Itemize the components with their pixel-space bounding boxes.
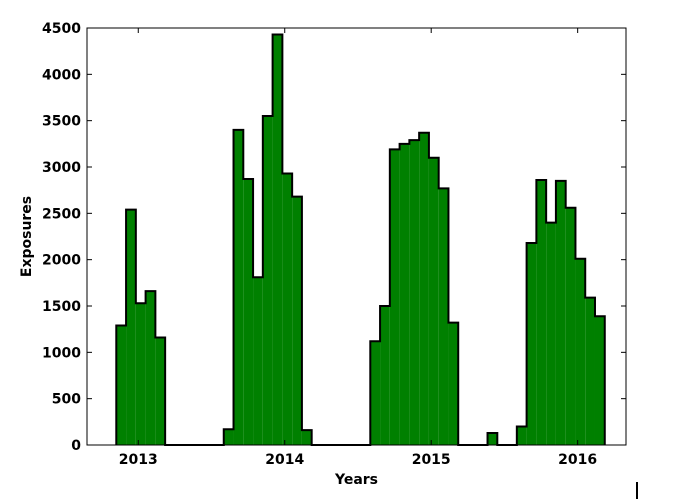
x-tick-label: 2015 [412, 452, 451, 468]
histogram-bar [223, 429, 234, 445]
x-axis-ticks: 2013 2014 2015 2016 [119, 28, 597, 468]
x-tick-label: 2016 [558, 452, 597, 468]
histogram-bar [301, 430, 312, 445]
histogram-bar [370, 341, 381, 445]
y-tick-label: 500 [52, 392, 81, 408]
x-axis-title: Years [334, 472, 378, 488]
histogram-bar [487, 432, 498, 445]
histogram-bar [594, 316, 605, 445]
histogram-bar [516, 426, 527, 445]
plot-frame [86, 27, 627, 446]
y-tick-label: 4000 [42, 67, 81, 83]
x-tick-label: 2013 [119, 452, 158, 468]
histogram-bar [145, 291, 156, 445]
histogram-bar [135, 303, 146, 445]
y-tick-label: 1000 [42, 345, 81, 361]
y-tick-label: 4500 [42, 21, 81, 37]
histogram-bar [546, 222, 556, 445]
histogram-bar [389, 149, 400, 446]
histogram-bar [419, 132, 429, 446]
histogram-bar [292, 196, 302, 445]
histogram-bar [262, 116, 273, 446]
histogram-bar [438, 188, 449, 445]
y-axis-ticks: 0 500 1000 1500 2000 2500 3000 3500 4000 4500 [42, 21, 626, 454]
histogram-bar [380, 306, 390, 445]
histogram-bar [126, 209, 136, 445]
y-tick-label: 1500 [42, 299, 81, 315]
histogram-bar [536, 179, 547, 445]
histogram-bar [555, 180, 566, 445]
histogram-bar [272, 34, 283, 446]
histogram-bars [116, 34, 605, 446]
y-tick-label: 0 [71, 438, 81, 454]
histogram-bar [233, 129, 244, 445]
histogram-bar [399, 143, 410, 446]
text-cursor [636, 482, 638, 499]
histogram-bar [448, 322, 459, 445]
y-tick-label: 2000 [42, 253, 81, 269]
histogram-bar [116, 325, 127, 445]
histogram-bar [526, 242, 537, 445]
histogram-bar [585, 297, 595, 445]
y-tick-label: 3500 [42, 114, 81, 130]
histogram-bar [253, 277, 263, 445]
histogram-bar [282, 173, 293, 445]
histogram-bar [428, 157, 439, 445]
y-tick-label: 2500 [42, 206, 81, 222]
y-axis-title: Exposures [19, 196, 35, 277]
histogram-bar [409, 140, 420, 446]
histogram-bar [155, 337, 166, 445]
histogram-bar [565, 207, 576, 445]
histogram-bar [243, 179, 254, 445]
histogram-bar [575, 258, 586, 445]
x-tick-label: 2014 [265, 452, 304, 468]
y-tick-label: 3000 [42, 160, 81, 176]
